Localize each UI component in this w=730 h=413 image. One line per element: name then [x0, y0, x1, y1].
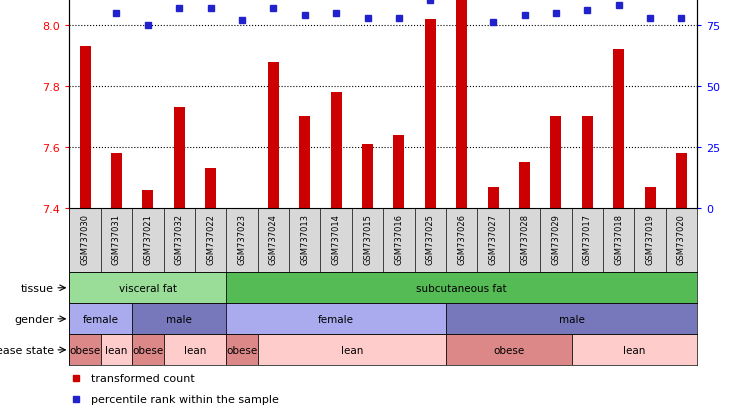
- Text: GSM737027: GSM737027: [488, 214, 498, 265]
- Bar: [258, 335, 446, 366]
- Text: GSM737030: GSM737030: [80, 214, 90, 265]
- Bar: [488, 187, 499, 209]
- Text: obese: obese: [226, 345, 258, 355]
- Bar: [268, 62, 279, 209]
- Bar: [299, 117, 310, 209]
- Text: lean: lean: [184, 345, 206, 355]
- Text: disease state: disease state: [0, 345, 54, 355]
- Text: GSM737028: GSM737028: [520, 214, 529, 265]
- Bar: [362, 145, 373, 209]
- Text: obese: obese: [132, 345, 164, 355]
- Bar: [613, 50, 624, 209]
- Text: gender: gender: [14, 314, 54, 324]
- Bar: [101, 335, 132, 366]
- Text: GSM737019: GSM737019: [645, 214, 655, 264]
- Bar: [393, 135, 404, 209]
- Text: GSM737023: GSM737023: [237, 214, 247, 265]
- Text: GSM737025: GSM737025: [426, 214, 435, 264]
- Bar: [205, 169, 216, 209]
- Text: GSM737021: GSM737021: [143, 214, 153, 264]
- Text: transformed count: transformed count: [91, 373, 195, 383]
- Bar: [550, 117, 561, 209]
- Bar: [164, 335, 226, 366]
- Text: visceral fat: visceral fat: [119, 283, 177, 293]
- Text: lean: lean: [105, 345, 128, 355]
- Bar: [132, 304, 226, 335]
- Text: obese: obese: [69, 345, 101, 355]
- Bar: [142, 190, 153, 209]
- Bar: [226, 304, 446, 335]
- Text: GSM737031: GSM737031: [112, 214, 121, 265]
- Bar: [446, 304, 697, 335]
- Bar: [69, 335, 101, 366]
- Text: female: female: [318, 314, 354, 324]
- Text: lean: lean: [341, 345, 363, 355]
- Text: female: female: [82, 314, 119, 324]
- Bar: [645, 187, 656, 209]
- Bar: [69, 304, 132, 335]
- Text: GSM737020: GSM737020: [677, 214, 686, 264]
- Text: GSM737032: GSM737032: [174, 214, 184, 265]
- Text: obese: obese: [493, 345, 524, 355]
- Text: GSM737014: GSM737014: [331, 214, 341, 264]
- Bar: [519, 163, 530, 209]
- Text: subcutaneous fat: subcutaneous fat: [416, 283, 507, 293]
- Text: GSM737018: GSM737018: [614, 214, 623, 265]
- Bar: [572, 335, 697, 366]
- Bar: [425, 20, 436, 209]
- Text: GSM737024: GSM737024: [269, 214, 278, 264]
- Bar: [132, 335, 164, 366]
- Text: GSM737026: GSM737026: [457, 214, 466, 265]
- Bar: [676, 154, 687, 209]
- Bar: [174, 108, 185, 209]
- Text: lean: lean: [623, 345, 645, 355]
- Text: percentile rank within the sample: percentile rank within the sample: [91, 394, 279, 404]
- Text: GSM737022: GSM737022: [206, 214, 215, 264]
- Bar: [226, 273, 697, 304]
- Text: GSM737015: GSM737015: [363, 214, 372, 264]
- Bar: [456, 0, 467, 209]
- Text: tissue: tissue: [20, 283, 54, 293]
- Text: male: male: [166, 314, 192, 324]
- Text: GSM737013: GSM737013: [300, 214, 310, 265]
- Text: male: male: [558, 314, 585, 324]
- Bar: [111, 154, 122, 209]
- Text: GSM737017: GSM737017: [583, 214, 592, 265]
- Text: GSM737029: GSM737029: [551, 214, 561, 264]
- Bar: [446, 335, 572, 366]
- Text: GSM737016: GSM737016: [394, 214, 404, 265]
- Bar: [226, 335, 258, 366]
- Bar: [80, 47, 91, 209]
- Bar: [331, 93, 342, 209]
- Bar: [582, 117, 593, 209]
- Bar: [69, 273, 226, 304]
